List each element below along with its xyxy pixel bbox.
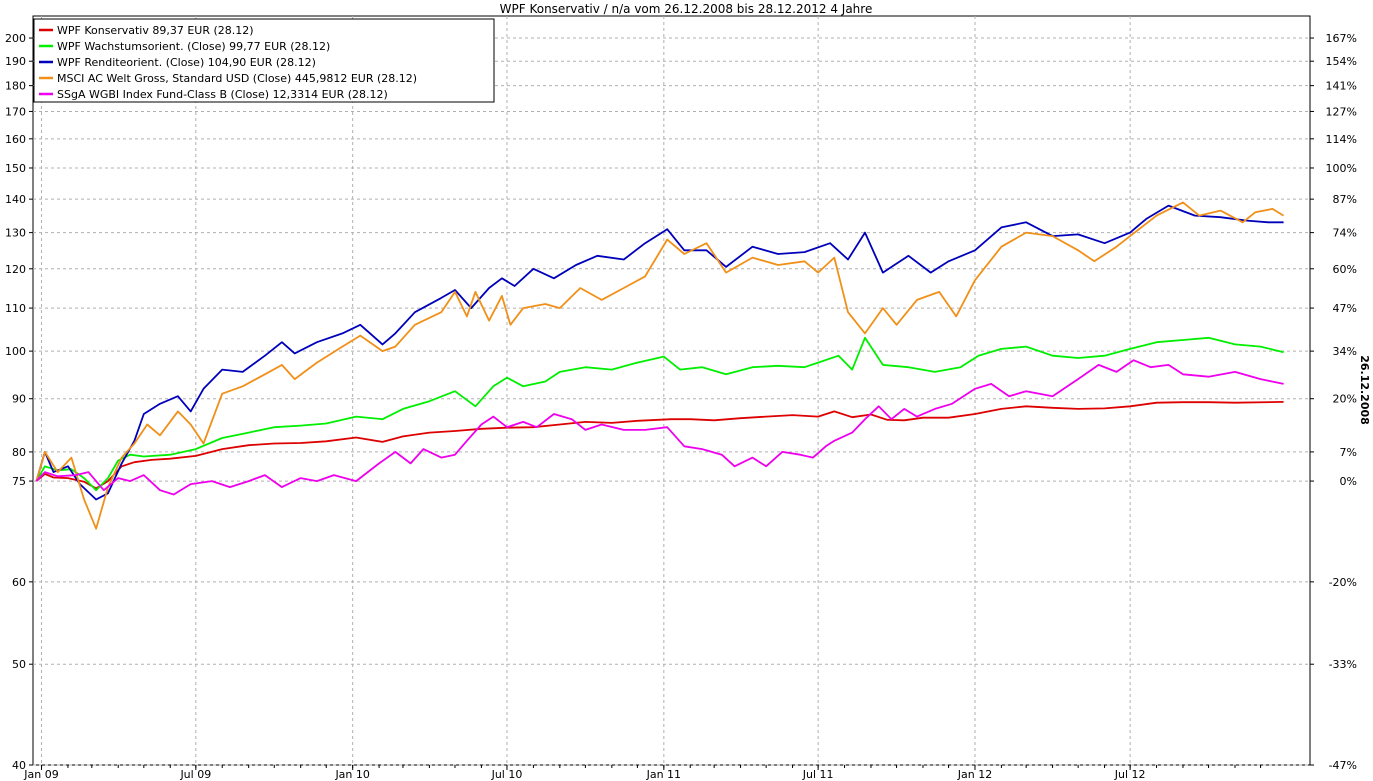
y-tick-label-left: 120 bbox=[5, 263, 26, 276]
y-tick-label-right: -33% bbox=[1329, 658, 1357, 671]
y-tick-label-left: 75 bbox=[12, 475, 26, 488]
y-tick-label-left: 100 bbox=[5, 345, 26, 358]
y-tick-label-right: 114% bbox=[1326, 133, 1357, 146]
y-tick-label-right: 60% bbox=[1333, 263, 1357, 276]
y-tick-label-left: 60 bbox=[12, 576, 26, 589]
legend-entry: SSgA WGBI Index Fund-Class B (Close) 12,… bbox=[57, 88, 388, 101]
y-tick-label-right: 20% bbox=[1333, 393, 1357, 406]
y-tick-label-left: 190 bbox=[5, 55, 26, 68]
x-tick-label: Jul 10 bbox=[491, 768, 523, 781]
legend: WPF Konservativ 89,37 EUR (28.12) WPF Wac… bbox=[33, 18, 495, 103]
y-tick-label-right: -20% bbox=[1329, 576, 1357, 589]
series-line-1 bbox=[35, 401, 1284, 490]
series-lines bbox=[35, 201, 1285, 530]
y-tick-label-right: 141% bbox=[1326, 80, 1357, 93]
legend-entry: MSCI AC Welt Gross, Standard USD (Close)… bbox=[57, 72, 417, 85]
legend-entry: WPF Konservativ 89,37 EUR (28.12) bbox=[57, 24, 254, 37]
grid bbox=[33, 16, 1310, 766]
x-axis: Jan 09 Jul 09 Jan 10 Jul 10 Jan 11 Jul 11 Jan … bbox=[23, 765, 1262, 781]
y-tick-label-right: 0% bbox=[1340, 475, 1357, 488]
y-tick-label-right: 127% bbox=[1326, 105, 1357, 118]
series-line-4 bbox=[35, 201, 1285, 530]
y-tick-label-right: 87% bbox=[1333, 193, 1357, 206]
y-tick-label-left: 40 bbox=[12, 759, 26, 772]
x-tick-label: Jan 10 bbox=[334, 768, 369, 781]
plot-area bbox=[32, 15, 1311, 766]
x-tick-label: Jul 11 bbox=[802, 768, 834, 781]
y-tick-label-right: 47% bbox=[1333, 302, 1357, 315]
y-tick-label-right: 154% bbox=[1326, 55, 1357, 68]
y-tick-label-left: 50 bbox=[12, 658, 26, 671]
y-axis-left: 40 50 60 75 80 90 100 110 120 130 140 150 160 170 180 1… bbox=[5, 32, 33, 772]
y-tick-label-left: 200 bbox=[5, 32, 26, 45]
x-tick-label: Jul 12 bbox=[1114, 768, 1146, 781]
x-tick-label: Jan 09 bbox=[23, 768, 58, 781]
series-line-3 bbox=[35, 204, 1284, 501]
y-tick-label-left: 140 bbox=[5, 193, 26, 206]
y-tick-label-left: 170 bbox=[5, 105, 26, 118]
y-tick-label-left: 150 bbox=[5, 162, 26, 175]
y-tick-label-right: 167% bbox=[1326, 32, 1357, 45]
legend-entry: WPF Renditeorient. (Close) 104,90 EUR (2… bbox=[57, 56, 316, 69]
y-tick-label-left: 160 bbox=[5, 133, 26, 146]
y-tick-label-left: 90 bbox=[12, 393, 26, 406]
y-tick-label-left: 130 bbox=[5, 227, 26, 240]
y-tick-label-right: 100% bbox=[1326, 162, 1357, 175]
chart-title: WPF Konservativ / n/a vom 26.12.2008 bis… bbox=[500, 2, 873, 16]
y-tick-label-left: 180 bbox=[5, 80, 26, 93]
y-tick-label-right: 34% bbox=[1333, 345, 1357, 358]
x-tick-label: Jul 09 bbox=[179, 768, 211, 781]
y-tick-label-left: 80 bbox=[12, 446, 26, 459]
y-axis-right: -47% -33% -20% 0% 7% 20% 34% 47% 60% 74% 87% 100% 11… bbox=[1310, 32, 1357, 772]
series-line-5 bbox=[35, 359, 1284, 496]
y-tick-label-right: 74% bbox=[1333, 227, 1357, 240]
legend-box bbox=[33, 18, 495, 103]
legend-entry: WPF Wachstumsorient. (Close) 99,77 EUR (… bbox=[57, 40, 330, 53]
x-tick-label: Jan 12 bbox=[957, 768, 992, 781]
series-line-2 bbox=[35, 336, 1284, 492]
y-tick-label-left: 110 bbox=[5, 302, 26, 315]
x-tick-label: Jan 11 bbox=[646, 768, 681, 781]
right-axis-label: 26.12.2008 bbox=[1358, 355, 1371, 425]
y-tick-label-right: -47% bbox=[1329, 759, 1357, 772]
y-tick-label-right: 7% bbox=[1340, 446, 1357, 459]
